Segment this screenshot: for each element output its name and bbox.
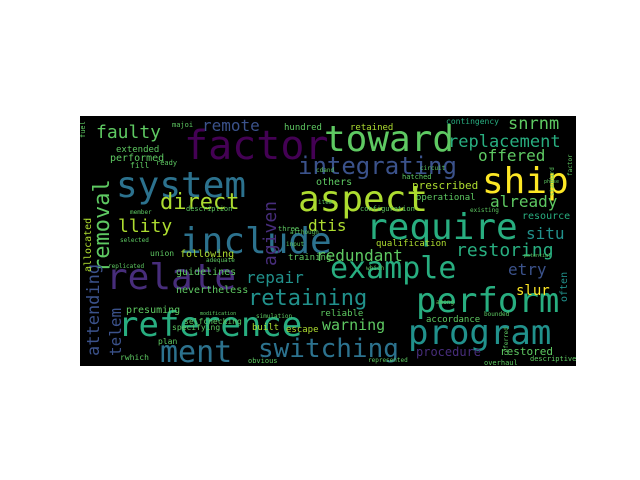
word: potential <box>524 253 552 259</box>
word: built <box>252 323 280 333</box>
word: hundred <box>284 123 322 133</box>
word: member <box>130 209 152 216</box>
word: referred <box>503 327 510 356</box>
word: circuit <box>420 165 446 172</box>
word: overhaul <box>484 359 518 367</box>
word: phase <box>544 179 560 185</box>
word: fuel <box>80 121 87 138</box>
word: attending <box>84 263 104 356</box>
word: training <box>288 253 332 263</box>
word: restoring <box>456 240 554 261</box>
word: program <box>408 313 552 353</box>
word: existing <box>470 207 499 214</box>
word: which <box>366 265 385 272</box>
word: aspect <box>298 179 429 220</box>
word: union <box>150 249 175 258</box>
word: description <box>186 205 233 213</box>
word: rwhich <box>120 353 149 362</box>
word: example <box>330 251 457 286</box>
word: factor <box>567 154 574 176</box>
word: already <box>490 192 558 211</box>
word: although <box>290 229 319 236</box>
word: resource <box>522 211 571 222</box>
word: direct <box>160 190 240 215</box>
word: integrating <box>298 152 457 180</box>
word: llity <box>118 216 173 237</box>
word: agiven <box>260 200 281 266</box>
word: modification <box>200 311 237 317</box>
word: ment <box>160 335 233 367</box>
word: faulty <box>96 122 162 143</box>
word: toward <box>324 119 455 160</box>
word: standard <box>549 167 556 196</box>
word: specifying <box>172 323 221 332</box>
word: bounded <box>484 311 510 318</box>
word: prescribed <box>412 179 479 192</box>
word: allocated <box>83 217 94 272</box>
word: require <box>366 207 518 248</box>
word: reliable <box>320 309 364 319</box>
word: item <box>318 199 333 206</box>
word: others <box>316 177 353 188</box>
word: descriptive <box>530 355 576 363</box>
word: guidelines <box>176 267 237 278</box>
word: remote <box>202 116 260 135</box>
word: majoi <box>172 121 194 129</box>
word: qualification <box>376 239 447 249</box>
word: cdand <box>316 167 335 174</box>
word: ready <box>156 159 178 167</box>
word: simulation <box>256 313 293 320</box>
word: three <box>278 225 300 233</box>
word: operational <box>416 193 476 203</box>
word: configuration <box>360 205 415 213</box>
word: warning <box>322 316 386 334</box>
word: include <box>180 221 332 262</box>
word: factor <box>184 123 329 169</box>
word-cloud: factor toward system aspect ship include… <box>80 116 576 366</box>
word: replicated <box>108 263 145 270</box>
word: fill <box>130 161 150 170</box>
word: presuming <box>126 305 181 316</box>
word: selected <box>120 237 149 244</box>
word: following <box>180 249 235 260</box>
word: obvious <box>248 357 278 365</box>
word: escape <box>286 325 319 335</box>
word: switching <box>258 334 399 364</box>
word: extended <box>116 145 160 155</box>
word: dtis <box>308 216 347 235</box>
word: replacement <box>448 132 561 152</box>
word: perform <box>416 281 560 321</box>
word: restored <box>500 345 553 358</box>
word: selfchecking <box>184 317 242 326</box>
word: nevertheless <box>176 285 249 296</box>
word: hatched <box>402 173 432 181</box>
word: retaining <box>248 286 368 311</box>
word: slur <box>516 283 550 299</box>
word: often <box>559 271 570 302</box>
word: retained <box>350 123 394 133</box>
word: situ <box>526 224 565 243</box>
word: contingency <box>446 117 499 126</box>
word: input <box>286 241 305 248</box>
word: procedure <box>416 345 482 359</box>
word: plan <box>158 337 178 346</box>
word: telem <box>106 307 125 356</box>
word: snrnm <box>508 116 560 134</box>
word: adequate <box>206 257 235 264</box>
word: redundant <box>316 246 403 265</box>
word: repair <box>246 268 304 287</box>
word: system <box>116 165 247 206</box>
word: performed <box>110 153 165 164</box>
word: reference <box>118 305 303 345</box>
word: represented <box>368 357 408 364</box>
word: etry <box>508 260 547 279</box>
word: relate <box>106 257 237 298</box>
word: offered <box>478 146 546 165</box>
word: accordance <box>426 315 481 325</box>
word: ship <box>482 161 569 202</box>
word: removal <box>90 179 115 272</box>
word: among <box>436 299 455 306</box>
